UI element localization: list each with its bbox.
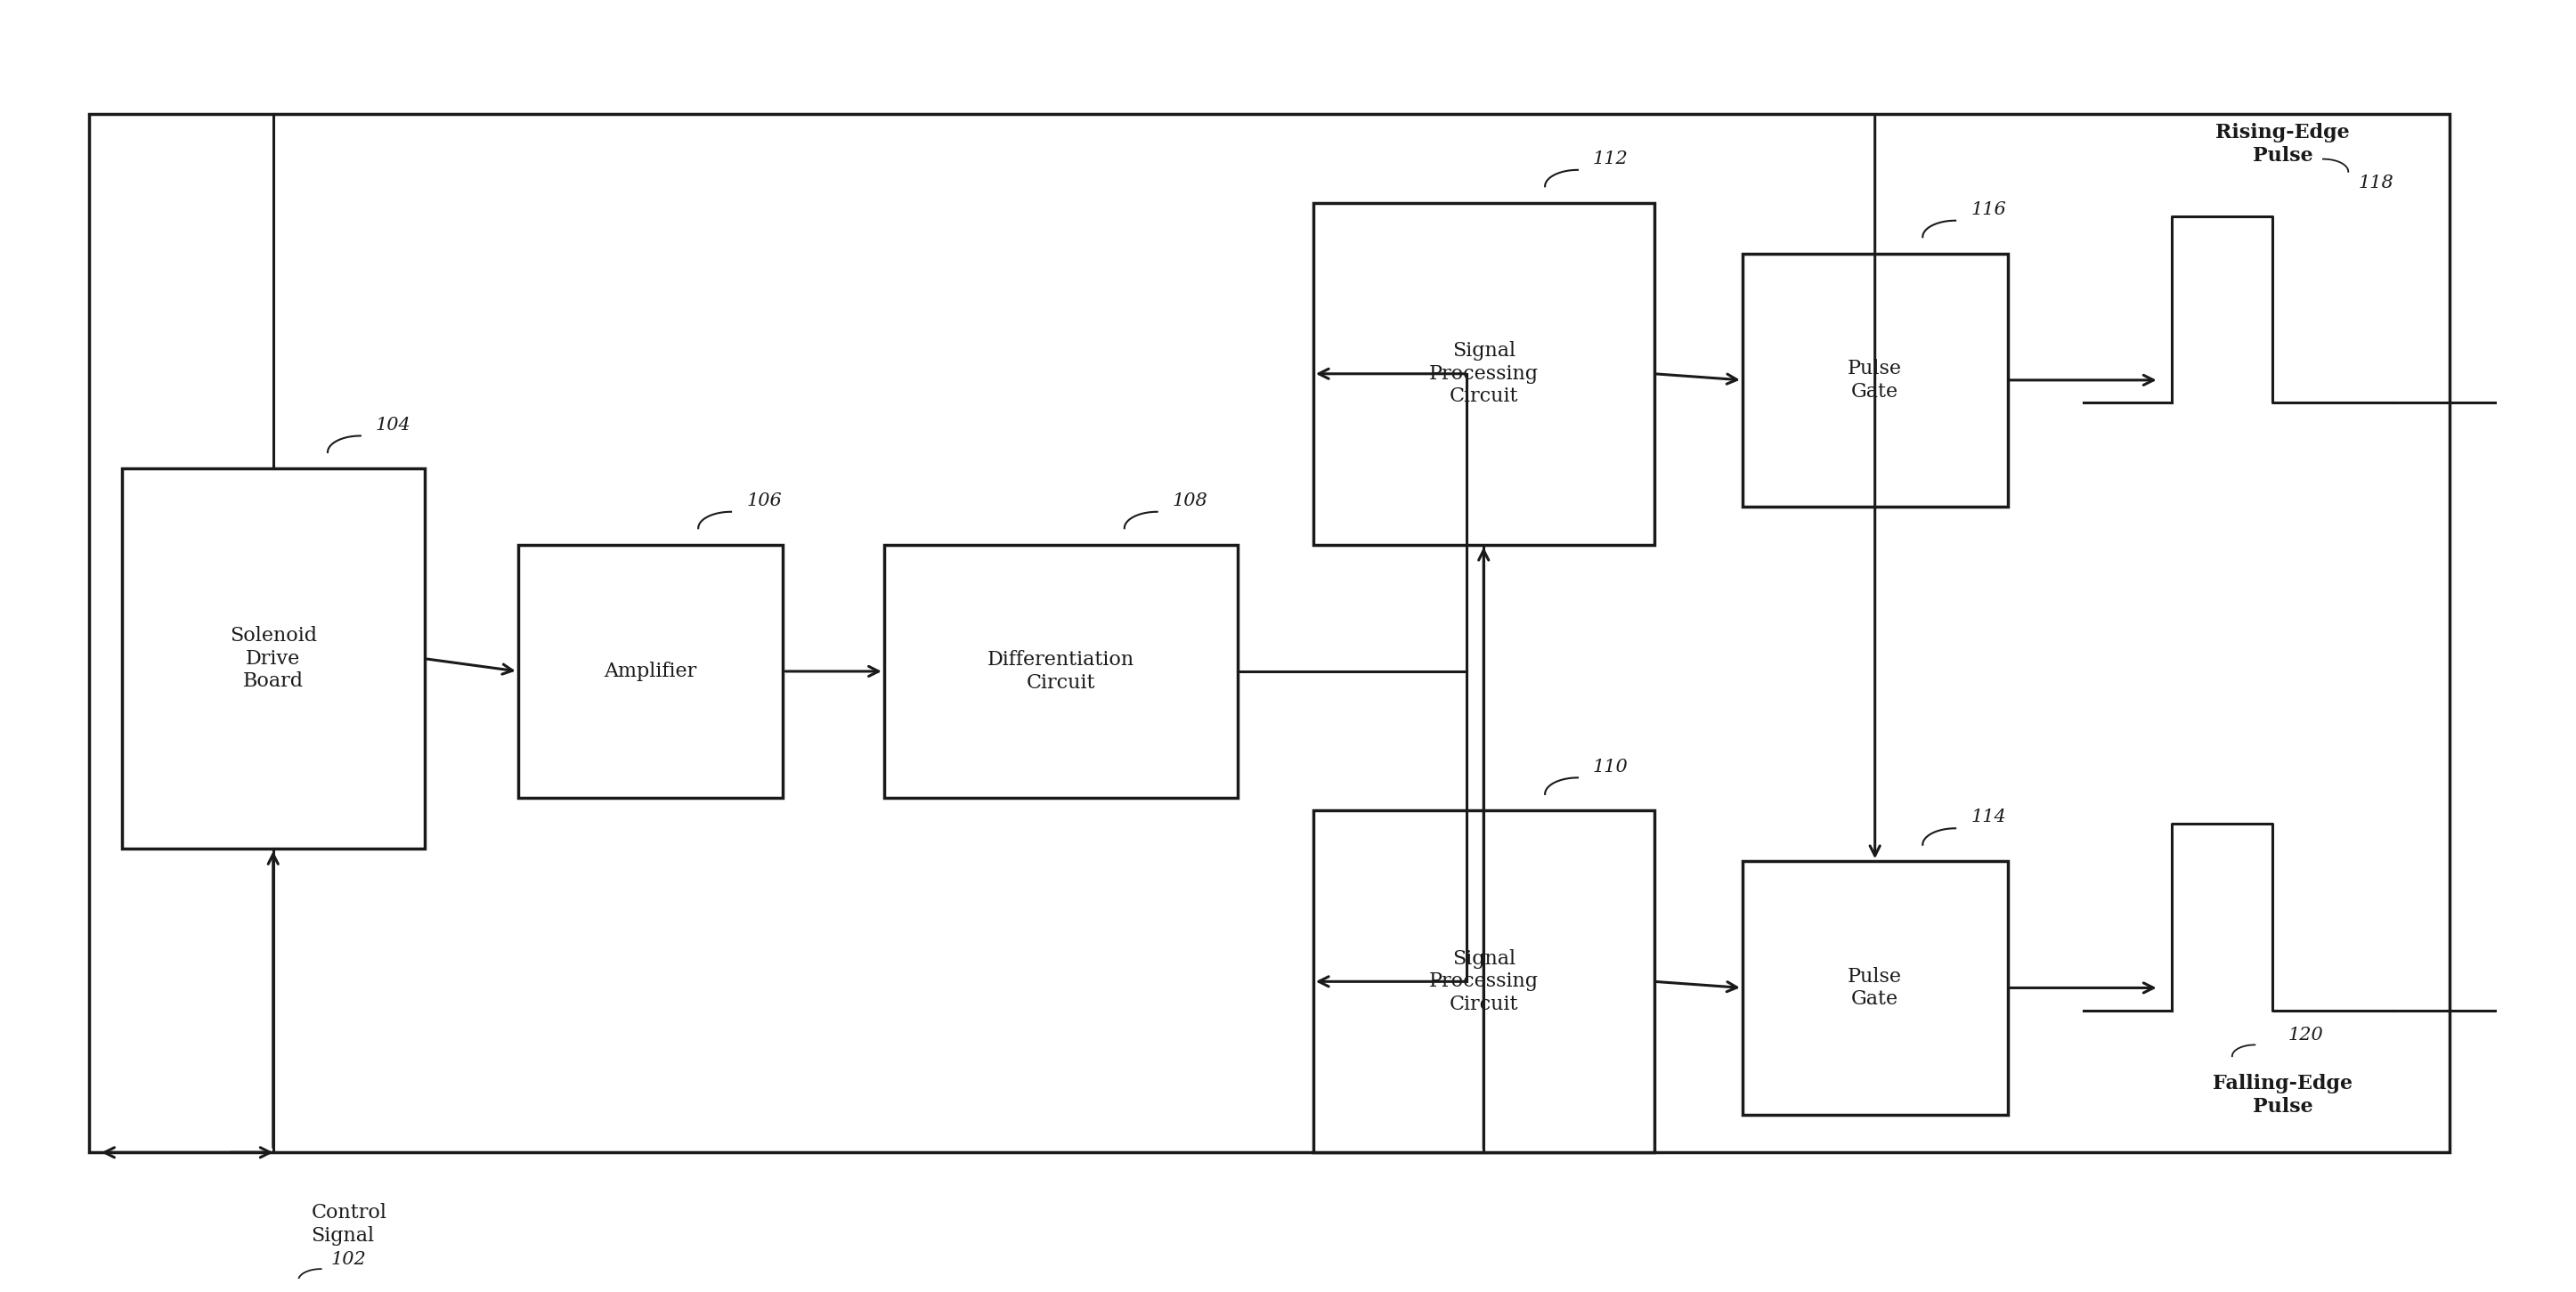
Text: 114: 114 [1971, 809, 2007, 826]
Bar [1314, 203, 1654, 545]
Text: Solenoid
Drive
Board: Solenoid Drive Board [229, 627, 317, 691]
Bar [88, 114, 2450, 1152]
Text: Falling-Edge
Pulse: Falling-Edge Pulse [2213, 1074, 2352, 1116]
Text: 110: 110 [1592, 758, 1628, 775]
Text: Pulse
Gate: Pulse Gate [1847, 966, 1901, 1009]
Text: 120: 120 [2287, 1027, 2324, 1044]
Text: 118: 118 [2360, 174, 2393, 191]
Text: 116: 116 [1971, 202, 2007, 218]
Text: Signal
Processing
Circuit: Signal Processing Circuit [1430, 341, 1538, 406]
Text: Pulse
Gate: Pulse Gate [1847, 359, 1901, 402]
Bar [121, 469, 425, 849]
Text: 104: 104 [376, 416, 412, 433]
Bar [1741, 862, 2007, 1115]
Bar [1741, 253, 2007, 506]
Bar [1314, 810, 1654, 1152]
Bar [518, 545, 783, 798]
Text: Amplifier: Amplifier [605, 662, 698, 681]
Text: Rising-Edge
Pulse: Rising-Edge Pulse [2215, 123, 2349, 165]
Text: 112: 112 [1592, 150, 1628, 168]
Bar [884, 545, 1236, 798]
Text: 106: 106 [747, 492, 781, 509]
Text: Control
Signal: Control Signal [312, 1203, 386, 1245]
Text: Differentiation
Circuit: Differentiation Circuit [987, 650, 1133, 693]
Text: 102: 102 [332, 1251, 366, 1267]
Text: Signal
Processing
Circuit: Signal Processing Circuit [1430, 950, 1538, 1014]
Text: 108: 108 [1172, 492, 1208, 509]
